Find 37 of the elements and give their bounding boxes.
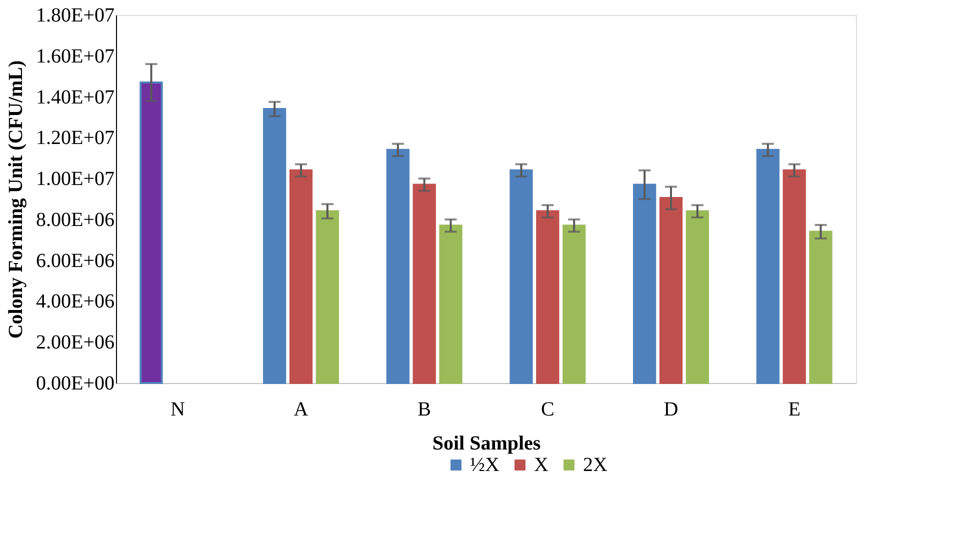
- bar: [289, 169, 313, 384]
- x-tick-label: A: [294, 398, 309, 420]
- bar: [386, 148, 410, 384]
- bar: [140, 81, 163, 384]
- bar: [659, 196, 683, 384]
- bar: [536, 210, 560, 384]
- y-tick-label: 2.00E+06: [36, 332, 114, 354]
- bar: [510, 169, 533, 384]
- bar: [439, 224, 462, 384]
- bar: [756, 148, 780, 384]
- x-tick-label: E: [788, 398, 800, 420]
- x-tick-label: C: [540, 398, 554, 420]
- x-axis-title: Soil Samples: [432, 432, 541, 454]
- bar: [562, 224, 586, 384]
- x-tick-label: D: [664, 398, 678, 420]
- legend-label: ½X: [470, 454, 500, 476]
- y-tick-label: 1.80E+07: [36, 4, 114, 26]
- y-tick-label: 4.00E+06: [36, 290, 114, 313]
- x-tick-label: B: [418, 398, 432, 420]
- bar: [263, 108, 286, 384]
- y-tick-label: 1.60E+07: [36, 45, 114, 68]
- bar: [316, 210, 339, 384]
- bar: [633, 184, 656, 384]
- y-axis-title: Colony Forming Unit (CFU/mL): [5, 60, 28, 339]
- legend-label: X: [534, 454, 549, 476]
- bar: [686, 210, 709, 384]
- y-tick-label: 6.00E+06: [36, 250, 114, 272]
- x-tick-label: N: [170, 398, 185, 420]
- y-tick-label: 1.40E+07: [36, 86, 114, 108]
- y-tick-label: 0.00E+00: [36, 372, 114, 394]
- bar: [412, 184, 436, 384]
- legend-label: 2X: [583, 454, 608, 476]
- y-tick-label: 8.00E+06: [36, 208, 114, 231]
- y-tick-label: 1.20E+07: [36, 127, 114, 150]
- bar: [809, 230, 832, 384]
- y-tick-label: 1.00E+07: [36, 168, 114, 190]
- bar: [782, 169, 806, 384]
